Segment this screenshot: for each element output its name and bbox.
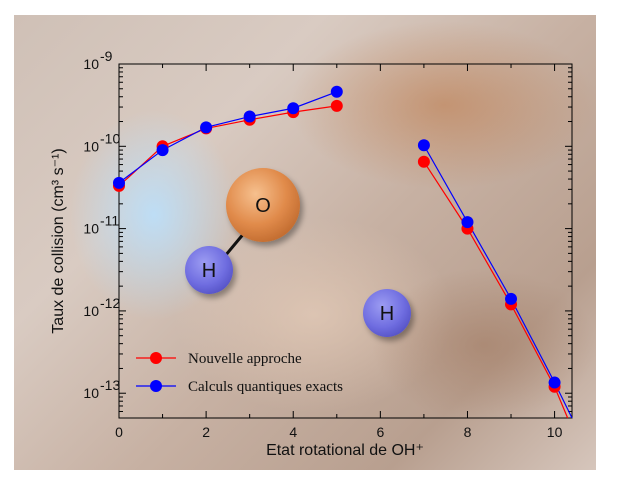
y-tick-exponent: -13 [100,377,120,393]
x-tick-label: 6 [376,424,384,440]
data-point-2 [113,176,125,189]
y-tick-exponent: -11 [100,213,119,229]
data-point-1 [417,155,430,168]
axis-ticks [118,63,572,419]
x-tick-label: 0 [115,424,123,440]
y-tick-label: 10 [83,56,99,72]
legend-label-2: Calculs quantiques exacts [188,379,343,395]
data-point-2 [156,144,169,157]
legend-marker-2 [150,380,162,392]
chart-figure [14,15,596,470]
legend: Nouvelle approche Calculs quantiques exa… [136,351,343,395]
series-line-1 [118,105,337,187]
hydrogen-atom-2 [363,289,411,337]
oxygen-atom [226,168,300,242]
x-tick-label: 2 [202,424,210,440]
legend-label-1: Nouvelle approche [188,351,302,367]
data-point-2 [417,139,430,152]
y-axis-title: Taux de collision (cm³ s⁻¹) [50,148,67,333]
x-tick-label: 4 [289,424,297,440]
x-axis-title: Etat rotational de OH⁺ [266,442,424,459]
data-point-2 [200,121,213,134]
y-tick-label: 10 [83,303,99,319]
y-tick-label: 10 [83,385,99,401]
x-tick-label: 10 [547,424,563,440]
data-point-2 [505,292,518,305]
series-line-2 [118,91,338,184]
series-group [113,85,573,419]
data-point-2 [243,110,256,123]
hydrogen-label-2: H [380,303,394,325]
y-tick-label: 10 [83,138,99,154]
legend-marker-1 [150,352,162,364]
y-tick-exponent: -9 [100,48,113,64]
hydrogen-label-1: H [202,260,216,282]
plot-frame [118,63,573,419]
data-point-1 [330,99,343,112]
data-point-2 [548,376,561,389]
data-point-2 [330,85,343,98]
oxygen-label: O [255,195,271,217]
y-tick-label: 10 [83,221,99,237]
data-point-2 [287,102,300,115]
hydrogen-atom-1 [185,246,233,294]
y-tick-exponent: -10 [100,130,120,146]
data-point-2 [461,216,474,229]
x-tick-label: 8 [464,424,472,440]
y-tick-exponent: -12 [100,295,120,311]
series-line-1 [423,161,569,419]
x-tick-labels: 0 2 4 6 8 10 [115,424,562,440]
